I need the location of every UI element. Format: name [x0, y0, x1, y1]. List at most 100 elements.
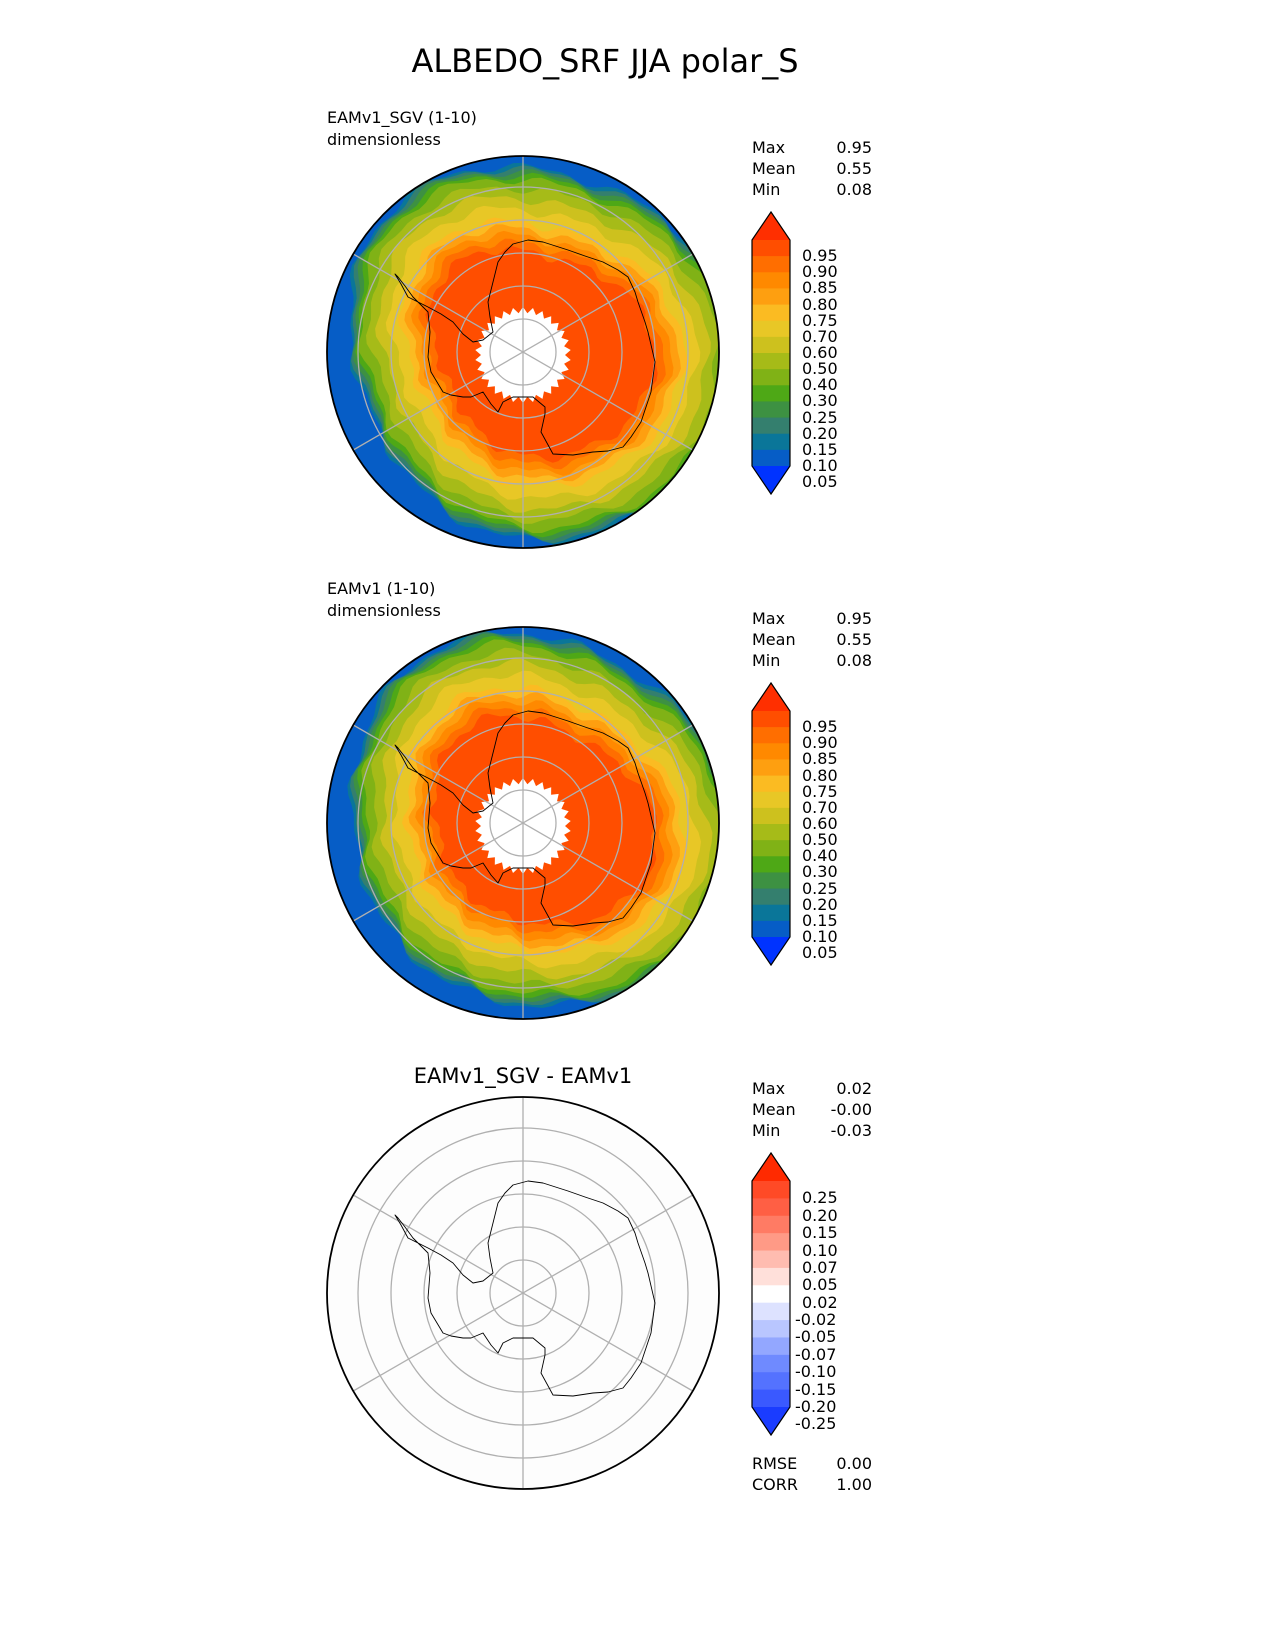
colorbar-tick-label: 0.25	[802, 407, 838, 427]
colorbar-tick-label: -0.02	[795, 1310, 837, 1330]
colorbar-tick-label: 0.50	[802, 830, 838, 850]
colorbar-band	[752, 775, 790, 793]
panel2-title-line1: EAMv1 (1-10)	[327, 579, 436, 598]
colorbar-outline	[751, 1151, 791, 1437]
stat-label: Min	[752, 651, 781, 670]
stat-value: 0.08	[836, 651, 872, 670]
panel3-title: EAMv1_SGV - EAMv1	[413, 1064, 633, 1088]
colorbar-tick-label: -0.05	[795, 1327, 837, 1347]
colorbar-tick-label: -0.25	[795, 1414, 837, 1434]
colorbar-band	[752, 401, 790, 419]
stat-label: Max	[752, 1079, 786, 1098]
colorbar-band	[752, 872, 790, 890]
longitude-gridline	[352, 724, 694, 922]
map-boundary	[326, 626, 720, 1020]
colorbar-band	[752, 840, 790, 857]
stat-value: 0.08	[836, 180, 872, 199]
colorbar-extend-min	[752, 1407, 790, 1435]
colorbar-band	[752, 1337, 790, 1356]
stat-value: 0.95	[836, 138, 872, 157]
colorbar-band	[752, 824, 790, 841]
colorbar-tick-label: -0.15	[795, 1379, 837, 1399]
stat-value: 0.02	[836, 1079, 872, 1098]
colorbar-band	[752, 1320, 790, 1339]
stat-value: 0.55	[836, 630, 872, 649]
longitude-gridline	[352, 1194, 694, 1392]
colorbar-band	[752, 856, 790, 874]
colorbar-tick-label: 0.90	[802, 733, 838, 753]
map-field	[327, 627, 719, 1019]
colorbar-band	[752, 1198, 790, 1217]
map-field	[327, 1097, 719, 1489]
colorbar-tick-label: 0.20	[802, 894, 838, 914]
colorbar-band	[752, 1233, 790, 1252]
colorbar-tick-label: 0.95	[802, 246, 838, 266]
colorbar-band	[752, 1250, 790, 1269]
stat-value: 0.95	[836, 609, 872, 628]
antarctica-coastline	[394, 239, 656, 456]
panel1-units: dimensionless	[327, 130, 441, 149]
colorbar-tick-label: 0.40	[802, 846, 838, 866]
colorbar-band	[752, 1354, 790, 1373]
colorbar-band	[752, 417, 790, 435]
stat-value: 0.55	[836, 159, 872, 178]
colorbar-tick-label: 0.95	[802, 717, 838, 737]
colorbar-tick-label: 0.02	[802, 1292, 838, 1312]
colorbar-band	[752, 336, 790, 354]
stat-label: Mean	[752, 159, 796, 178]
colorbar-band	[752, 1389, 790, 1408]
colorbar-tick-label: 0.90	[802, 262, 838, 282]
colorbar-band	[752, 304, 790, 322]
map-field	[327, 156, 719, 548]
corr-value: 1.00	[836, 1475, 872, 1494]
colorbar-band	[752, 743, 790, 761]
stat-label: Mean	[752, 1100, 796, 1119]
colorbar-band	[752, 888, 790, 906]
colorbar-extend-max	[752, 683, 790, 711]
panel1-title-line1: EAMv1_SGV (1-10)	[327, 108, 477, 127]
colorbar-band	[752, 449, 790, 467]
colorbar-tick-label: 0.70	[802, 797, 838, 817]
colorbar-tick-label: 0.07	[802, 1257, 838, 1277]
stat-value: -0.00	[830, 1100, 872, 1119]
colorbar-tick-label: 0.85	[802, 278, 838, 298]
colorbar-tick-label: 0.75	[802, 310, 838, 330]
colorbar-extend-min	[752, 466, 790, 494]
colorbar-band	[752, 759, 790, 777]
stat-label: Max	[752, 609, 786, 628]
map-boundary	[326, 155, 720, 549]
colorbar-tick-label: 0.40	[802, 375, 838, 395]
colorbar-tick-label: -0.10	[795, 1362, 837, 1382]
colorbar-band	[752, 791, 790, 809]
colorbar-tick-label: 0.75	[802, 781, 838, 801]
colorbar-tick-label: 0.05	[802, 943, 838, 963]
antarctica-coastline	[394, 710, 656, 927]
colorbar-outline	[751, 210, 791, 496]
colorbar-tick-label: 0.25	[802, 1188, 838, 1208]
colorbar-tick-label: 0.10	[802, 927, 838, 946]
colorbar-band	[752, 1181, 790, 1199]
colorbar-tick-label: 0.25	[802, 878, 838, 898]
colorbar-band	[752, 1285, 790, 1304]
colorbar-band	[752, 385, 790, 403]
colorbar-band	[752, 904, 790, 922]
stat-label: Min	[752, 1121, 781, 1140]
colorbar-band	[752, 807, 790, 825]
colorbar-band	[752, 1215, 790, 1234]
colorbar-band	[752, 369, 790, 386]
colorbar-tick-label: 0.30	[802, 391, 838, 411]
colorbar-tick-label: 0.30	[802, 862, 838, 882]
longitude-gridline	[352, 253, 694, 451]
colorbar-tick-label: 0.80	[802, 765, 838, 785]
colorbar-tick-label: -0.07	[795, 1344, 837, 1364]
colorbar-tick-label: 0.15	[802, 439, 838, 459]
colorbar-tick-label: 0.15	[802, 1223, 838, 1243]
colorbar-tick-label: 0.05	[802, 472, 838, 492]
panel3-polar-map	[326, 1096, 720, 1490]
colorbar-tick-label: 0.50	[802, 359, 838, 379]
stat-value: -0.03	[830, 1121, 872, 1140]
colorbar-band	[752, 1267, 790, 1286]
panel2-units: dimensionless	[327, 601, 441, 620]
colorbar-tick-label: 0.10	[802, 456, 838, 475]
colorbar-tick-label: 0.15	[802, 910, 838, 930]
